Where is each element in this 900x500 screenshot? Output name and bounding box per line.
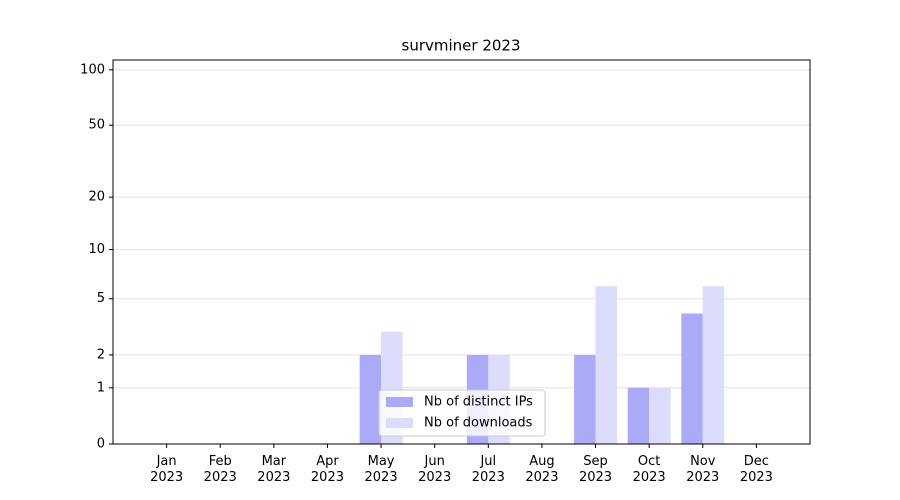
- x-tick-label: Oct 2023: [633, 454, 666, 485]
- x-tick-label: Mar 2023: [257, 454, 290, 485]
- y-tick-label: 2: [97, 347, 105, 362]
- x-tick-label: May 2023: [365, 454, 398, 485]
- bar: [627, 387, 650, 444]
- y-tick-label: 100: [80, 62, 105, 77]
- x-tick-label: Jan 2023: [150, 454, 183, 485]
- chart-title: survminer 2023: [402, 37, 521, 55]
- bar: [702, 286, 725, 444]
- x-tick-label: Sep 2023: [579, 454, 612, 485]
- y-tick-label: 0: [97, 437, 105, 452]
- bar: [574, 354, 596, 444]
- legend-label: Nb of downloads: [424, 416, 533, 431]
- x-tick-label: Jul 2023: [472, 454, 505, 485]
- x-tick-label: Dec 2023: [740, 454, 773, 485]
- y-tick-label: 10: [88, 242, 105, 257]
- y-tick-label: 20: [88, 190, 105, 205]
- bar: [595, 286, 617, 444]
- x-tick-label: Feb 2023: [204, 454, 237, 485]
- plot-frame: [112, 59, 811, 445]
- legend-swatch: [386, 397, 413, 407]
- y-tick-label: 1: [97, 380, 105, 395]
- x-tick-label: Nov 2023: [686, 454, 719, 485]
- y-tick-label: 5: [97, 291, 105, 306]
- y-tick-label: 50: [88, 118, 105, 133]
- legend-swatch: [386, 418, 413, 428]
- legend-box: [378, 389, 546, 437]
- x-tick-label: Apr 2023: [311, 454, 344, 485]
- legend-label: Nb of distinct IPs: [424, 395, 533, 410]
- bar: [649, 387, 671, 444]
- x-tick-label: Aug 2023: [525, 454, 558, 485]
- x-tick-label: Jun 2023: [418, 454, 451, 485]
- bar: [359, 354, 382, 444]
- bar: [681, 313, 703, 444]
